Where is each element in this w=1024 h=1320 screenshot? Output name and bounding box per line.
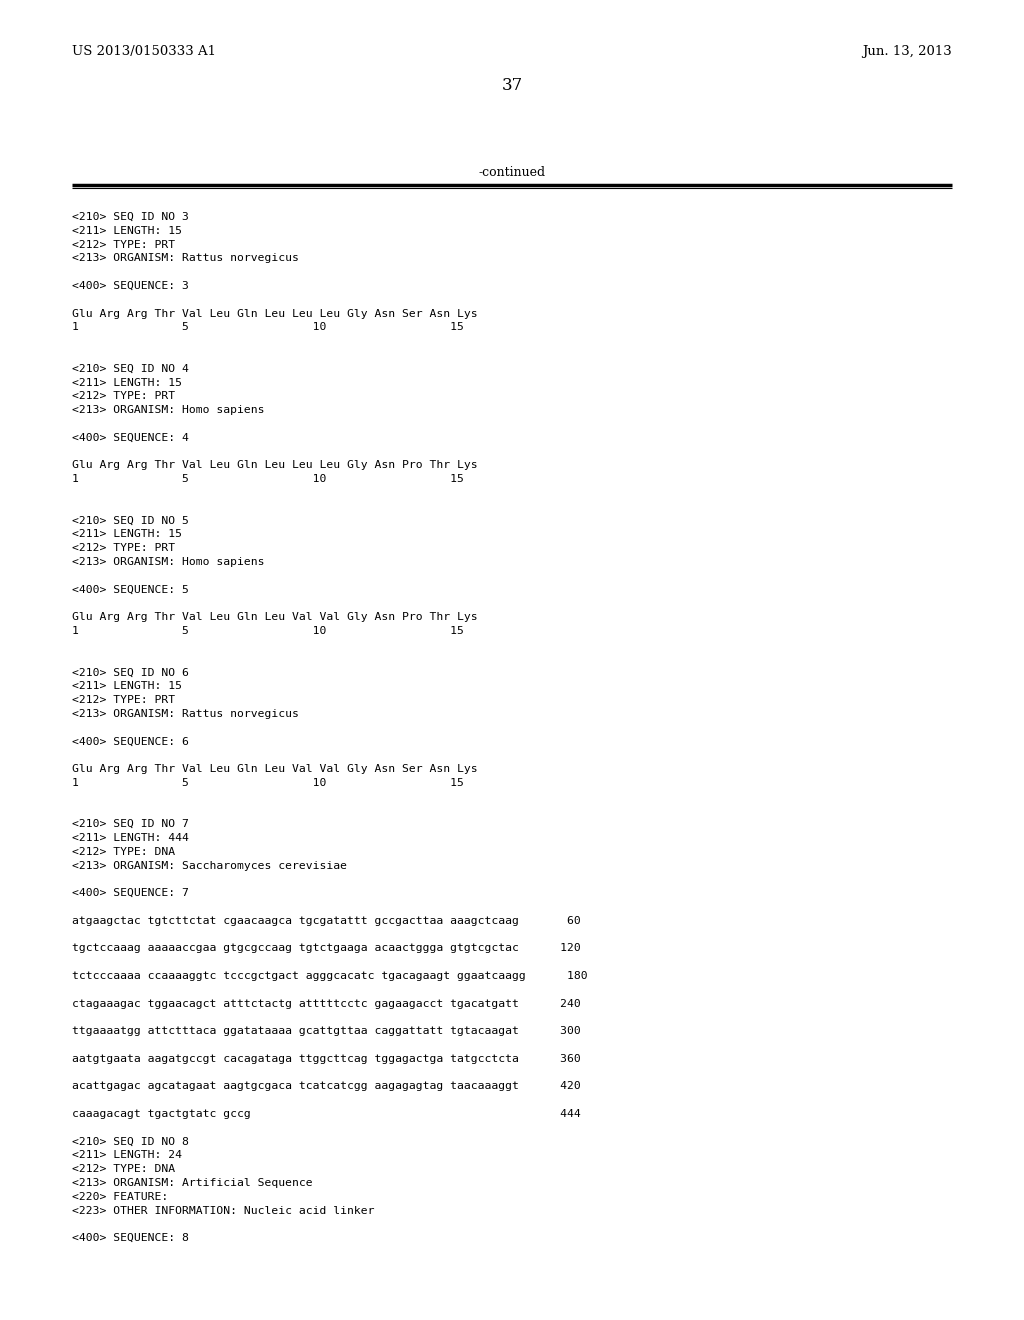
Text: <211> LENGTH: 444: <211> LENGTH: 444 [72,833,188,843]
Text: <400> SEQUENCE: 4: <400> SEQUENCE: 4 [72,433,188,442]
Text: Glu Arg Arg Thr Val Leu Gln Leu Leu Leu Gly Asn Pro Thr Lys: Glu Arg Arg Thr Val Leu Gln Leu Leu Leu … [72,461,477,470]
Text: <400> SEQUENCE: 7: <400> SEQUENCE: 7 [72,888,188,898]
Text: <211> LENGTH: 24: <211> LENGTH: 24 [72,1151,182,1160]
Text: tgctccaaag aaaaaccgaa gtgcgccaag tgtctgaaga acaactggga gtgtcgctac      120: tgctccaaag aaaaaccgaa gtgcgccaag tgtctga… [72,944,581,953]
Text: Glu Arg Arg Thr Val Leu Gln Leu Val Val Gly Asn Ser Asn Lys: Glu Arg Arg Thr Val Leu Gln Leu Val Val … [72,764,477,774]
Text: <211> LENGTH: 15: <211> LENGTH: 15 [72,529,182,540]
Text: <220> FEATURE:: <220> FEATURE: [72,1192,168,1201]
Text: <210> SEQ ID NO 5: <210> SEQ ID NO 5 [72,516,188,525]
Text: <210> SEQ ID NO 3: <210> SEQ ID NO 3 [72,213,188,222]
Text: <400> SEQUENCE: 3: <400> SEQUENCE: 3 [72,281,188,290]
Text: aatgtgaata aagatgccgt cacagataga ttggcttcag tggagactga tatgcctcta      360: aatgtgaata aagatgccgt cacagataga ttggctt… [72,1053,581,1064]
Text: Glu Arg Arg Thr Val Leu Gln Leu Val Val Gly Asn Pro Thr Lys: Glu Arg Arg Thr Val Leu Gln Leu Val Val … [72,612,477,622]
Text: -continued: -continued [478,165,546,178]
Text: <210> SEQ ID NO 8: <210> SEQ ID NO 8 [72,1137,188,1147]
Text: caaagacagt tgactgtatc gccg                                             444: caaagacagt tgactgtatc gccg 444 [72,1109,581,1119]
Text: <213> ORGANISM: Homo sapiens: <213> ORGANISM: Homo sapiens [72,405,264,416]
Text: <212> TYPE: PRT: <212> TYPE: PRT [72,544,175,553]
Text: ttgaaaatgg attctttaca ggatataaaa gcattgttaa caggattatt tgtacaagat      300: ttgaaaatgg attctttaca ggatataaaa gcattgt… [72,1026,581,1036]
Text: <212> TYPE: DNA: <212> TYPE: DNA [72,1164,175,1175]
Text: <212> TYPE: PRT: <212> TYPE: PRT [72,240,175,249]
Text: <210> SEQ ID NO 4: <210> SEQ ID NO 4 [72,364,188,374]
Text: <223> OTHER INFORMATION: Nucleic acid linker: <223> OTHER INFORMATION: Nucleic acid li… [72,1205,375,1216]
Text: US 2013/0150333 A1: US 2013/0150333 A1 [72,45,216,58]
Text: ctagaaagac tggaacagct atttctactg atttttcctc gagaagacct tgacatgatt      240: ctagaaagac tggaacagct atttctactg atttttc… [72,999,581,1008]
Text: <211> LENGTH: 15: <211> LENGTH: 15 [72,681,182,692]
Text: acattgagac agcatagaat aagtgcgaca tcatcatcgg aagagagtag taacaaaggt      420: acattgagac agcatagaat aagtgcgaca tcatcat… [72,1081,581,1092]
Text: <213> ORGANISM: Rattus norvegicus: <213> ORGANISM: Rattus norvegicus [72,253,299,264]
Text: <210> SEQ ID NO 6: <210> SEQ ID NO 6 [72,668,188,677]
Text: <400> SEQUENCE: 5: <400> SEQUENCE: 5 [72,585,188,594]
Text: 1               5                  10                  15: 1 5 10 15 [72,474,464,484]
Text: atgaagctac tgtcttctat cgaacaagca tgcgatattt gccgacttaa aaagctcaag       60: atgaagctac tgtcttctat cgaacaagca tgcgata… [72,916,581,925]
Text: <213> ORGANISM: Saccharomyces cerevisiae: <213> ORGANISM: Saccharomyces cerevisiae [72,861,347,871]
Text: <210> SEQ ID NO 7: <210> SEQ ID NO 7 [72,820,188,829]
Text: <212> TYPE: DNA: <212> TYPE: DNA [72,847,175,857]
Text: <400> SEQUENCE: 6: <400> SEQUENCE: 6 [72,737,188,746]
Text: <212> TYPE: PRT: <212> TYPE: PRT [72,696,175,705]
Text: <211> LENGTH: 15: <211> LENGTH: 15 [72,378,182,388]
Text: <213> ORGANISM: Homo sapiens: <213> ORGANISM: Homo sapiens [72,557,264,568]
Text: <213> ORGANISM: Rattus norvegicus: <213> ORGANISM: Rattus norvegicus [72,709,299,719]
Text: <212> TYPE: PRT: <212> TYPE: PRT [72,392,175,401]
Text: 1               5                  10                  15: 1 5 10 15 [72,777,464,788]
Text: <213> ORGANISM: Artificial Sequence: <213> ORGANISM: Artificial Sequence [72,1177,312,1188]
Text: <211> LENGTH: 15: <211> LENGTH: 15 [72,226,182,236]
Text: 37: 37 [502,77,522,94]
Text: tctcccaaaa ccaaaaggtc tcccgctgact agggcacatc tgacagaagt ggaatcaagg      180: tctcccaaaa ccaaaaggtc tcccgctgact agggca… [72,972,588,981]
Text: Glu Arg Arg Thr Val Leu Gln Leu Leu Leu Gly Asn Ser Asn Lys: Glu Arg Arg Thr Val Leu Gln Leu Leu Leu … [72,309,477,318]
Text: Jun. 13, 2013: Jun. 13, 2013 [862,45,952,58]
Text: <400> SEQUENCE: 8: <400> SEQUENCE: 8 [72,1233,188,1243]
Text: 1               5                  10                  15: 1 5 10 15 [72,322,464,333]
Text: 1               5                  10                  15: 1 5 10 15 [72,626,464,636]
